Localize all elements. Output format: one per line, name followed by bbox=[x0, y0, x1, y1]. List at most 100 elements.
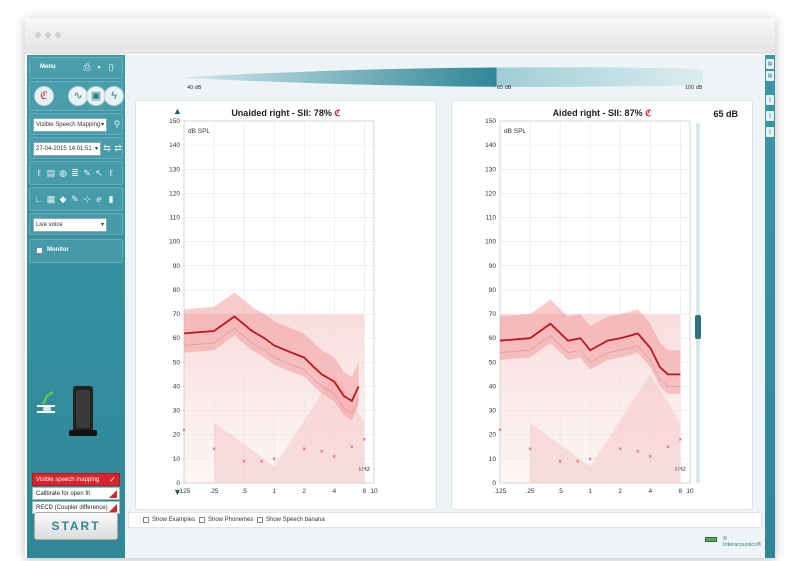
show-speech-banana-checkbox[interactable]: Show Speech banana bbox=[257, 517, 325, 523]
checkbox-label: Show Speech banana bbox=[266, 517, 325, 523]
checkbox-box[interactable] bbox=[199, 517, 205, 523]
app-window: Menu ⎙ ▪ ▯ ℭ ∿ ▣ ϟ Visible Speech Mappin… bbox=[25, 18, 775, 558]
flag-icon bbox=[109, 490, 117, 498]
tools-row-1: ℓ ▤ ◍ ≣ ✎ ↖ ℓ bbox=[29, 161, 123, 185]
monitor-checkbox[interactable] bbox=[36, 247, 43, 254]
ear-tool-icon[interactable]: ℓ bbox=[37, 168, 41, 178]
globe-icon[interactable]: ◍ bbox=[59, 168, 67, 178]
scroll-down-icon[interactable]: ▼ bbox=[173, 487, 182, 497]
document-icon[interactable]: ▤ bbox=[46, 168, 56, 178]
threshold-marker: × bbox=[588, 457, 592, 463]
tab-5[interactable]: ▯ bbox=[766, 127, 774, 137]
y-tick-label: 120 bbox=[485, 190, 496, 197]
list-icon[interactable]: ≣ bbox=[71, 168, 79, 178]
graph-title: Aided right - SII: 87% ℭ bbox=[452, 108, 752, 119]
program-item-calibrate-open-fit[interactable]: Calibrate for open fit bbox=[32, 487, 120, 500]
x-axis-label: kHz bbox=[359, 466, 370, 473]
fill-icon[interactable]: ◆ bbox=[59, 194, 67, 204]
compare-icon[interactable]: ⇄ bbox=[114, 143, 122, 153]
threshold-marker: × bbox=[649, 454, 653, 460]
program-panel: Visible Speech Mapping ▾ ⚲ bbox=[29, 113, 123, 135]
monitor-label: Monitor bbox=[47, 247, 69, 253]
window-control-icon[interactable] bbox=[35, 32, 41, 38]
tab-4[interactable]: ▯ bbox=[766, 111, 774, 121]
speech-range-band bbox=[500, 299, 681, 394]
threshold-marker: × bbox=[212, 447, 216, 453]
program-select-value: Visible Speech Mapping bbox=[36, 122, 101, 128]
options-bar: Show Examples Show Phonemes Show Speech … bbox=[128, 512, 762, 528]
tools-row-2: ∟ ▦ ◆ ✎ ⊹ ℯ ▮ bbox=[29, 187, 123, 211]
program-item-label: Calibrate for open fit bbox=[36, 491, 91, 497]
show-phonemes-checkbox[interactable]: Show Phonemes bbox=[199, 517, 253, 523]
y-tick-label: 140 bbox=[485, 142, 496, 149]
y-tick-label: 20 bbox=[489, 432, 497, 439]
chevron-down-icon: ▾ bbox=[100, 222, 104, 228]
menu-panel: Menu ⎙ ▪ ▯ bbox=[29, 57, 123, 79]
device-illustration bbox=[33, 382, 99, 438]
hearing-loss-area bbox=[530, 374, 681, 483]
print-icon[interactable]: ⎙ bbox=[83, 62, 91, 72]
y-tick-label: 10 bbox=[173, 456, 181, 463]
tab-1[interactable]: ▤ bbox=[766, 59, 774, 69]
right-ear-icon: ℭ bbox=[645, 108, 652, 118]
exit-icon[interactable]: ▯ bbox=[108, 62, 114, 72]
copy-icon[interactable]: ⇆ bbox=[103, 143, 111, 153]
network-icon[interactable]: ⊹ bbox=[83, 194, 91, 204]
tab-2[interactable]: ▤ bbox=[766, 71, 774, 81]
x-tick-label: .25 bbox=[526, 488, 535, 495]
y-tick-label: 70 bbox=[173, 311, 181, 318]
hearing-tool-icon[interactable]: ℯ bbox=[96, 194, 102, 204]
y-tick-label: 60 bbox=[173, 335, 181, 342]
show-examples-checkbox[interactable]: Show Examples bbox=[143, 517, 195, 523]
hearing-aid-icon[interactable]: ∿ bbox=[68, 86, 88, 106]
level-vertical-slider[interactable] bbox=[695, 123, 701, 483]
window-control-icon[interactable] bbox=[55, 32, 61, 38]
speech-lower-line bbox=[183, 328, 359, 414]
signal-select-value: Live voice bbox=[36, 222, 63, 228]
menu-button[interactable]: Menu bbox=[40, 64, 56, 70]
axis-icon[interactable]: ∟ bbox=[34, 194, 44, 204]
chevron-down-icon: ▾ bbox=[94, 146, 98, 152]
x-tick-label: 1 bbox=[588, 488, 592, 495]
tab-3[interactable]: ▯ bbox=[766, 95, 774, 105]
speaker-icon[interactable]: ▣ bbox=[86, 86, 106, 106]
edit-icon[interactable]: ✎ bbox=[71, 194, 79, 204]
datetime-select[interactable]: 27-04-2015 14:01:51 ▾ bbox=[33, 142, 101, 156]
signal-select[interactable]: Live voice ▾ bbox=[33, 218, 107, 232]
title-bar bbox=[25, 18, 775, 54]
right-ear-icon[interactable]: ℭ bbox=[34, 86, 54, 106]
x-tick-label: 8 bbox=[363, 488, 367, 495]
speech-mean-line bbox=[183, 315, 360, 403]
slider-handle[interactable] bbox=[695, 315, 701, 339]
y-tick-label: 30 bbox=[489, 408, 497, 415]
x-tick-label: .5 bbox=[241, 488, 247, 495]
battery-icon bbox=[705, 537, 717, 542]
level-label: 65 dB bbox=[713, 109, 738, 119]
window-control-icon[interactable] bbox=[45, 32, 51, 38]
start-button[interactable]: START bbox=[34, 512, 118, 540]
cursor-icon[interactable]: ↖ bbox=[95, 168, 103, 178]
power-icon[interactable]: ϟ bbox=[104, 86, 124, 106]
brand-label: © Interacoustics® bbox=[723, 536, 761, 548]
checkbox-box[interactable] bbox=[143, 517, 149, 523]
speech-mean-line bbox=[499, 322, 681, 376]
right-tab-strip: ▤ ▤ ▯ ▯ ▯ bbox=[765, 55, 775, 558]
threshold-marker: × bbox=[498, 428, 502, 434]
graph-title-text: Unaided right - SII: 78% bbox=[231, 108, 332, 118]
ear-tool-2-icon[interactable]: ℓ bbox=[109, 168, 113, 178]
program-select[interactable]: Visible Speech Mapping ▾ bbox=[33, 118, 107, 132]
scroll-up-icon[interactable]: ▲ bbox=[173, 106, 182, 116]
program-item-visible-speech-mapping[interactable]: Visible speech mapping ✓ bbox=[32, 473, 120, 486]
plot-area: 1501401301201101009080706050403020100.12… bbox=[485, 118, 694, 495]
checkbox-box[interactable] bbox=[257, 517, 263, 523]
table-icon[interactable]: ▦ bbox=[46, 194, 56, 204]
y-tick-label: 110 bbox=[486, 215, 497, 222]
trash-icon[interactable]: ▮ bbox=[108, 194, 114, 204]
checkbox-label: Show Examples bbox=[152, 517, 196, 523]
lock-icon[interactable]: ⚲ bbox=[113, 119, 121, 129]
level-slider[interactable]: 40 dB 65 dB 100 dB bbox=[185, 63, 705, 93]
save-icon[interactable]: ▪ bbox=[97, 62, 101, 72]
x-tick-label: .125 bbox=[494, 488, 507, 495]
aided-graph: Aided right - SII: 87% ℭ 65 dB 150 140 130… bbox=[451, 100, 753, 510]
pen-icon[interactable]: ✎ bbox=[83, 168, 91, 178]
